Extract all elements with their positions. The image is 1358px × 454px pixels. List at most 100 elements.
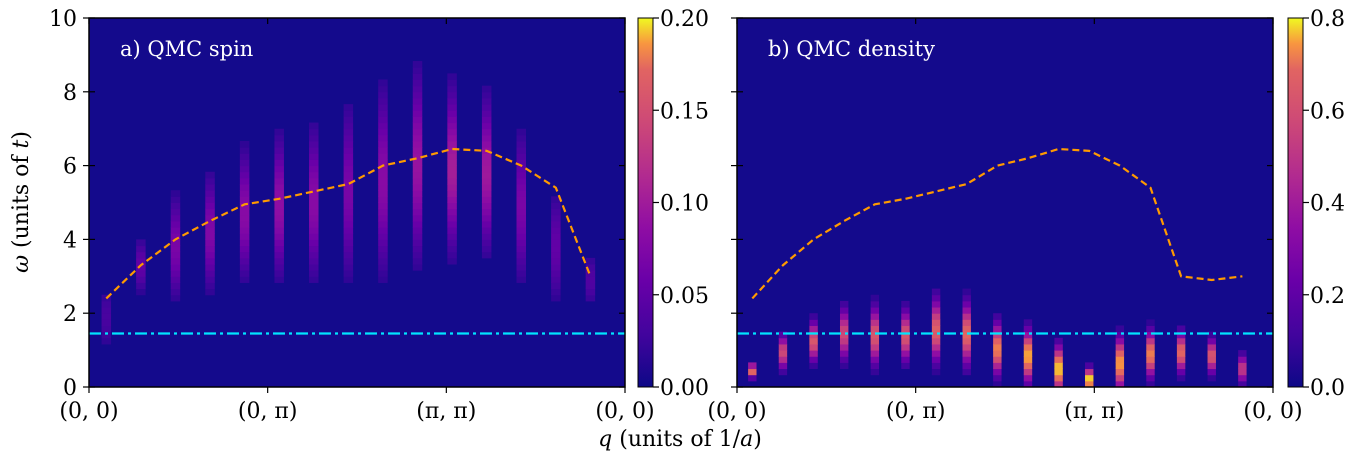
heatmap-cell <box>412 159 423 167</box>
heatmap-cell <box>1115 325 1125 333</box>
heatmap-cell <box>481 122 492 130</box>
heatmap-cell <box>170 282 181 290</box>
heatmap-cell <box>447 245 457 253</box>
heatmap-cell <box>412 184 423 191</box>
colorbar-tick-label: 0.10 <box>660 192 709 217</box>
heatmap-cell <box>378 245 388 253</box>
heatmap-cell <box>839 319 849 326</box>
y-tick-label: 10 <box>49 7 77 32</box>
y-tick-label: 6 <box>63 155 77 180</box>
heatmap-cell <box>239 251 250 259</box>
heatmap-cell <box>309 147 319 154</box>
heatmap-cell <box>1207 368 1216 376</box>
heatmap-cell <box>274 147 284 154</box>
heatmap-cell <box>870 294 880 302</box>
heatmap-cell <box>551 288 561 296</box>
colorbar-tick-label: 0.0 <box>1310 376 1345 401</box>
heatmap-cell <box>516 134 527 142</box>
heatmap-cell <box>412 264 423 271</box>
heatmap-cell <box>274 208 284 216</box>
heatmap-cell <box>1023 331 1033 339</box>
colorbar-tick-label: 0.05 <box>660 284 709 309</box>
heatmap-cell <box>481 141 492 148</box>
heatmap-cell <box>1023 325 1033 333</box>
heatmap-cell <box>516 128 527 136</box>
heatmap-cell <box>901 300 910 308</box>
heatmap-cell <box>962 368 971 376</box>
heatmap-cell <box>101 313 112 320</box>
heatmap-cell <box>205 264 215 271</box>
heatmap-cell <box>170 294 181 302</box>
heatmap-cell <box>274 202 284 210</box>
heatmap-cell <box>839 307 849 314</box>
heatmap-cell <box>481 153 492 160</box>
heatmap-cell <box>378 177 388 185</box>
heatmap-cell <box>516 270 527 277</box>
heatmap-cell <box>412 202 423 210</box>
heatmap-cell <box>412 128 423 136</box>
heatmap-cell <box>447 134 457 142</box>
heatmap-cell <box>412 73 423 80</box>
colorbar-tick-label: 0.2 <box>1310 284 1345 309</box>
panel-a-title: a) QMC spin <box>120 37 253 61</box>
heatmap-cell <box>412 227 423 234</box>
heatmap-cell <box>343 208 354 216</box>
colorbar-a-ticks: 0.00 0.05 0.10 0.15 0.20 <box>653 7 709 401</box>
heatmap-cell <box>551 282 561 290</box>
heatmap-cell <box>447 214 457 222</box>
heatmap-cell <box>274 227 284 234</box>
heatmap-cell <box>136 288 146 296</box>
heatmap-cell <box>778 343 788 351</box>
heatmap-cell <box>1023 343 1033 351</box>
dispersion-line <box>105 147 592 300</box>
x-tick-label: (0, 0) <box>707 399 766 424</box>
heatmap-cell <box>309 134 319 142</box>
heatmap-cell <box>1115 337 1125 345</box>
heatmap-cell <box>516 153 527 160</box>
heatmap-cell <box>481 110 492 117</box>
heatmap-cell <box>378 220 388 228</box>
heatmap-cell <box>309 264 319 271</box>
heatmap-cell <box>343 122 354 130</box>
heatmap-cell <box>378 214 388 222</box>
heatmap-cell <box>809 331 818 339</box>
heatmap-cell <box>378 141 388 148</box>
heatmap-cell <box>412 171 423 179</box>
heatmap-cell <box>809 362 818 370</box>
heatmap-cell <box>1115 343 1125 351</box>
heatmap-cell <box>1207 343 1216 351</box>
heatmap-cell <box>993 350 1002 357</box>
heatmap-cell <box>870 325 880 333</box>
heatmap-cell <box>1238 368 1247 376</box>
heatmap-cell <box>378 184 388 191</box>
colorbar-tick-label: 0.8 <box>1310 7 1345 32</box>
heatmap-cell <box>205 214 215 222</box>
heatmap-cell <box>412 239 423 247</box>
colorbar-a <box>637 17 654 388</box>
heatmap-cell <box>378 116 388 124</box>
heatmap-cell <box>1023 350 1033 357</box>
heatmap-cell <box>1023 356 1033 363</box>
heatmap-cell <box>516 245 527 253</box>
heatmap-cell <box>447 171 457 179</box>
heatmap-cell <box>516 257 527 265</box>
heatmap-cell <box>1146 356 1155 363</box>
heatmap-cell <box>1146 362 1155 370</box>
heatmap-cell <box>516 208 527 216</box>
heatmap-cell <box>516 165 527 173</box>
heatmap-cell <box>239 276 250 283</box>
heatmap-cell <box>1115 374 1125 382</box>
heatmap-cell <box>809 325 818 333</box>
heatmap-cell <box>839 331 849 339</box>
heatmap-cell <box>378 171 388 179</box>
heatmap-cell <box>1023 319 1033 326</box>
heatmap-cell <box>481 251 492 259</box>
heatmap-cell <box>516 227 527 234</box>
heatmap-cell <box>870 350 880 357</box>
heatmap-cell <box>239 184 250 191</box>
heatmap-cell <box>931 288 941 296</box>
heatmap-cell <box>205 257 215 265</box>
heatmap-cell <box>1023 380 1033 387</box>
heatmap-cell <box>839 356 849 363</box>
heatmap-cell <box>447 104 457 111</box>
